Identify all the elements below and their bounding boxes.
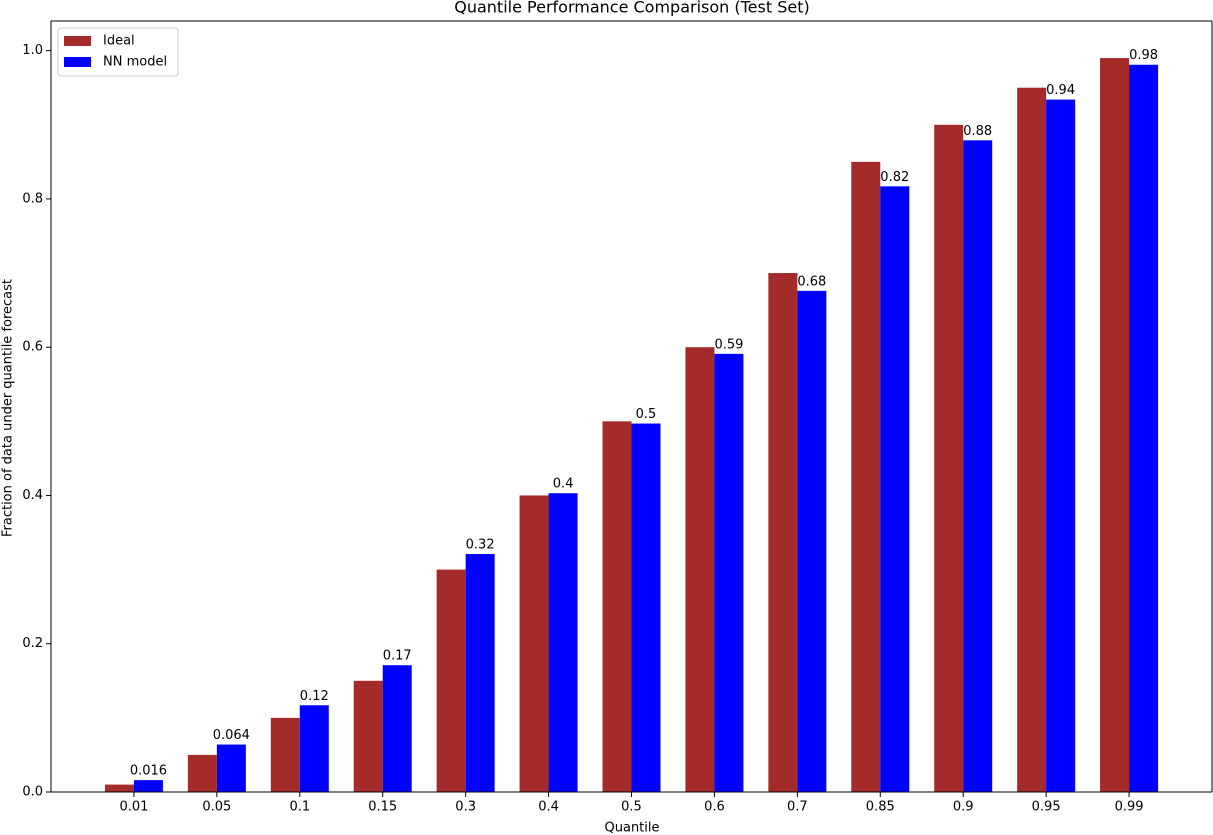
y-tick-label: 0.6 [22, 340, 43, 355]
value-label: 0.5 [636, 407, 657, 422]
x-tick-label: 0.7 [787, 800, 808, 815]
bar [1100, 58, 1130, 792]
chart-title: Quantile Performance Comparison (Test Se… [454, 0, 809, 17]
y-tick-label: 0.8 [22, 191, 43, 206]
value-label: 0.4 [553, 477, 574, 492]
bar [353, 680, 383, 792]
x-tick-label: 0.1 [289, 800, 310, 815]
value-label: 0.59 [714, 337, 743, 352]
bar [382, 665, 412, 792]
value-label: 0.17 [383, 649, 412, 664]
x-tick-label: 0.4 [538, 800, 559, 815]
legend-swatch [64, 57, 91, 67]
bar [768, 273, 798, 792]
legend-label: Ideal [103, 34, 135, 49]
x-tick-label: 0.95 [1032, 800, 1061, 815]
bar [436, 569, 466, 792]
bar [602, 421, 632, 792]
bar [631, 423, 661, 792]
value-label: 0.88 [963, 124, 992, 139]
bar [685, 347, 715, 792]
bar [548, 493, 578, 792]
bar [851, 161, 881, 792]
bar [714, 353, 744, 792]
bar [216, 744, 246, 792]
x-tick-label: 0.6 [704, 800, 725, 815]
bar [133, 780, 163, 792]
value-label: 0.064 [213, 728, 250, 743]
x-tick-label: 0.85 [866, 800, 895, 815]
value-label: 0.68 [797, 274, 826, 289]
y-tick-label: 0.0 [22, 785, 43, 800]
x-tick-label: 0.05 [202, 800, 231, 815]
bar [963, 140, 993, 792]
y-tick-label: 0.4 [22, 488, 43, 503]
bar [465, 554, 495, 792]
bar [299, 705, 329, 792]
value-label: 0.98 [1129, 48, 1158, 63]
x-tick-label: 0.01 [119, 800, 148, 815]
bar [270, 717, 300, 792]
y-tick-label: 0.2 [22, 636, 43, 651]
x-axis-label: Quantile [605, 821, 660, 835]
legend-label: NN model [103, 55, 167, 70]
bar [797, 290, 827, 792]
bar [1129, 64, 1159, 792]
legend-swatch [64, 36, 91, 46]
bar [880, 186, 910, 792]
y-axis-label: Fraction of data under quantile forecast [1, 279, 16, 537]
value-label: 0.94 [1046, 83, 1075, 98]
bar [934, 124, 964, 793]
value-label: 0.82 [880, 170, 909, 185]
x-tick-label: 0.9 [953, 800, 974, 815]
value-label: 0.12 [300, 689, 329, 704]
bar [187, 754, 217, 792]
x-tick-label: 0.99 [1115, 800, 1144, 815]
y-tick-label: 1.0 [22, 43, 43, 58]
bar [1046, 99, 1076, 792]
value-label: 0.32 [466, 538, 495, 553]
bar [1017, 87, 1047, 793]
x-tick-label: 0.3 [455, 800, 476, 815]
bar [104, 784, 134, 792]
bar [519, 495, 549, 792]
value-label: 0.016 [130, 764, 167, 779]
x-tick-label: 0.15 [368, 800, 397, 815]
x-tick-label: 0.5 [621, 800, 642, 815]
